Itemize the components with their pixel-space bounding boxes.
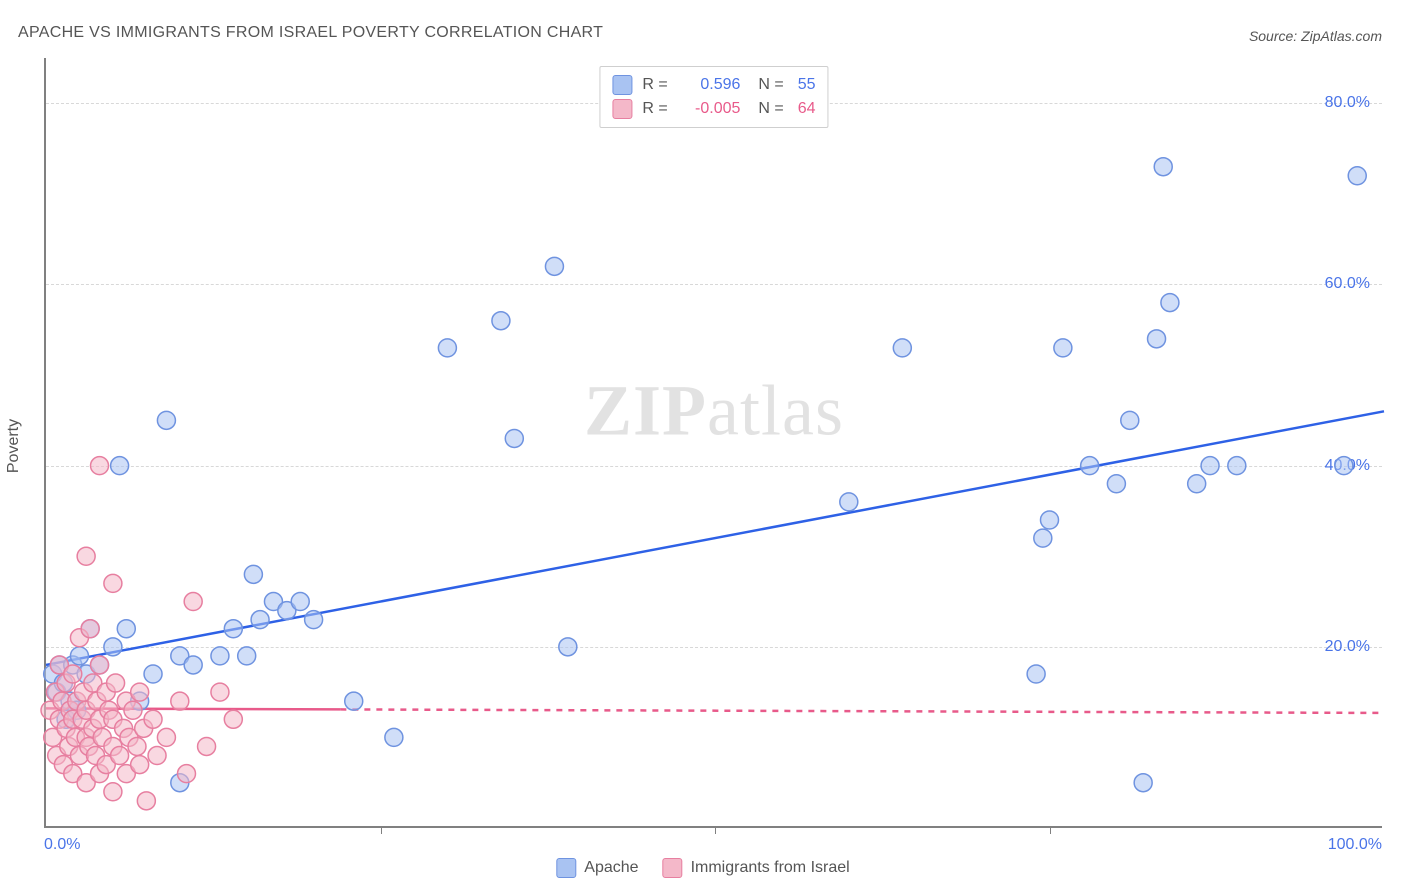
scatter-point-apache xyxy=(1027,665,1045,683)
swatch-israel xyxy=(663,858,683,878)
scatter-point-israel xyxy=(184,593,202,611)
x-minor-tick xyxy=(381,826,382,834)
scatter-point-apache xyxy=(492,312,510,330)
scatter-point-apache xyxy=(545,257,563,275)
x-tick-min: 0.0% xyxy=(44,836,80,854)
scatter-point-apache xyxy=(840,493,858,511)
swatch-apache xyxy=(556,858,576,878)
scatter-point-apache xyxy=(505,429,523,447)
scatter-point-israel xyxy=(64,665,82,683)
legend-series: Apache Immigrants from Israel xyxy=(556,858,849,878)
legend-row-apache: R = 0.596 N = 55 xyxy=(612,73,815,97)
legend-r-value-apache: 0.596 xyxy=(680,76,740,94)
scatter-point-israel xyxy=(124,701,142,719)
scatter-point-apache xyxy=(1148,330,1166,348)
scatter-point-israel xyxy=(91,656,109,674)
scatter-point-apache xyxy=(251,611,269,629)
legend-n-value-israel: 64 xyxy=(798,100,816,118)
scatter-point-apache xyxy=(559,638,577,656)
swatch-israel xyxy=(612,99,632,119)
scatter-point-apache xyxy=(1041,511,1059,529)
scatter-point-apache xyxy=(224,620,242,638)
scatter-point-apache xyxy=(70,647,88,665)
scatter-point-apache xyxy=(1121,411,1139,429)
scatter-point-israel xyxy=(107,674,125,692)
scatter-point-apache xyxy=(211,647,229,665)
scatter-point-apache xyxy=(1188,475,1206,493)
scatter-point-israel xyxy=(91,457,109,475)
scatter-point-apache xyxy=(184,656,202,674)
scatter-point-apache xyxy=(345,692,363,710)
plot-svg xyxy=(46,58,1382,826)
scatter-point-israel xyxy=(211,683,229,701)
scatter-point-apache xyxy=(1081,457,1099,475)
scatter-point-israel xyxy=(131,683,149,701)
scatter-point-apache xyxy=(111,457,129,475)
legend-item-apache: Apache xyxy=(556,858,638,878)
scatter-point-apache xyxy=(438,339,456,357)
x-minor-tick xyxy=(715,826,716,834)
scatter-point-israel xyxy=(128,737,146,755)
legend-n-value-apache: 55 xyxy=(798,76,816,94)
scatter-point-apache xyxy=(1107,475,1125,493)
scatter-point-israel xyxy=(171,692,189,710)
chart-title: APACHE VS IMMIGRANTS FROM ISRAEL POVERTY… xyxy=(18,24,603,42)
scatter-point-apache xyxy=(1161,294,1179,312)
legend-r-label: R = xyxy=(642,100,670,118)
scatter-point-israel xyxy=(81,620,99,638)
scatter-point-israel xyxy=(111,747,129,765)
legend-label-israel: Immigrants from Israel xyxy=(691,859,850,877)
scatter-point-apache xyxy=(144,665,162,683)
source-label: Source: ZipAtlas.com xyxy=(1249,28,1382,44)
scatter-point-apache xyxy=(238,647,256,665)
x-tick-max: 100.0% xyxy=(1328,836,1382,854)
legend-n-label: N = xyxy=(758,76,783,94)
scatter-point-israel xyxy=(137,792,155,810)
scatter-point-israel xyxy=(131,756,149,774)
scatter-point-israel xyxy=(157,728,175,746)
legend-n-label: N = xyxy=(758,100,783,118)
scatter-point-apache xyxy=(1134,774,1152,792)
scatter-point-apache xyxy=(1228,457,1246,475)
legend-r-label: R = xyxy=(642,76,670,94)
scatter-point-apache xyxy=(1348,167,1366,185)
legend-label-apache: Apache xyxy=(584,859,638,877)
scatter-point-apache xyxy=(117,620,135,638)
scatter-point-apache xyxy=(893,339,911,357)
legend-item-israel: Immigrants from Israel xyxy=(663,858,850,878)
scatter-point-apache xyxy=(291,593,309,611)
scatter-point-apache xyxy=(1335,457,1353,475)
scatter-point-israel xyxy=(148,747,166,765)
scatter-point-israel xyxy=(144,710,162,728)
scatter-point-israel xyxy=(177,765,195,783)
swatch-apache xyxy=(612,75,632,95)
scatter-point-israel xyxy=(198,737,216,755)
scatter-point-israel xyxy=(77,547,95,565)
scatter-point-apache xyxy=(1201,457,1219,475)
scatter-point-apache xyxy=(244,565,262,583)
scatter-point-apache xyxy=(1054,339,1072,357)
x-minor-tick xyxy=(1050,826,1051,834)
legend-row-israel: R = -0.005 N = 64 xyxy=(612,97,815,121)
scatter-point-israel xyxy=(224,710,242,728)
scatter-point-apache xyxy=(1034,529,1052,547)
scatter-point-apache xyxy=(104,638,122,656)
legend-correlation: R = 0.596 N = 55 R = -0.005 N = 64 xyxy=(599,66,828,128)
scatter-point-israel xyxy=(104,783,122,801)
scatter-point-apache xyxy=(305,611,323,629)
scatter-point-apache xyxy=(385,728,403,746)
legend-r-value-israel: -0.005 xyxy=(680,100,740,118)
scatter-point-apache xyxy=(157,411,175,429)
plot-area: ZIPatlas R = 0.596 N = 55 R = -0.005 N =… xyxy=(44,58,1382,828)
scatter-point-israel xyxy=(104,574,122,592)
y-axis-label: Poverty xyxy=(5,419,23,473)
scatter-point-apache xyxy=(1154,158,1172,176)
